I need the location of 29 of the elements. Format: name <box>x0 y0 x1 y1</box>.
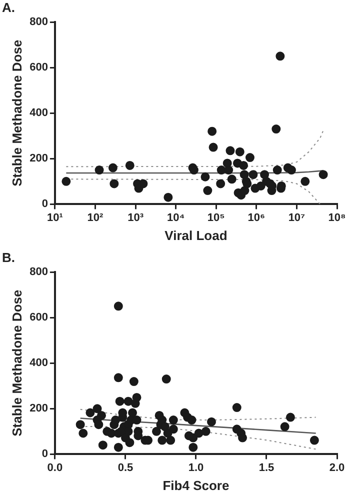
y-axis-title: Stable Methadone Dose <box>9 290 24 436</box>
text: B. <box>2 250 15 265</box>
y-tick-label: 800 <box>30 266 48 278</box>
y-tick-label: 600 <box>30 62 48 74</box>
y-tick-label: 800 <box>30 16 48 28</box>
x-tick-label: 10¹ <box>47 212 64 224</box>
x-tick-label: 1.0 <box>188 462 204 474</box>
y-tick-label: 600 <box>30 312 48 324</box>
x-tick-label: 0.5 <box>118 462 134 474</box>
y-tick-label: 0 <box>42 198 48 210</box>
x-tick-label: 10⁴ <box>166 212 185 224</box>
x-axis-title: Viral Load <box>164 228 228 243</box>
x-tick-label: 10⁵ <box>207 212 225 224</box>
x-axis-title: Fib4 Score <box>162 478 230 493</box>
y-tick-label: 200 <box>30 152 48 165</box>
x-tick-label: 10² <box>87 212 104 224</box>
x-tick-label: 2.0 <box>329 462 345 474</box>
y-tick-label: 400 <box>30 357 48 370</box>
x-tick-label: 10³ <box>128 212 144 224</box>
y-tick-label: 200 <box>30 402 48 415</box>
x-tick-label: 1.5 <box>258 462 274 474</box>
y-axis-title: Stable Methadone Dose <box>9 40 24 186</box>
text: A. <box>2 0 15 15</box>
x-tick-label: 10⁷ <box>288 212 306 224</box>
y-tick-label: 0 <box>42 448 48 460</box>
y-tick-label: 400 <box>30 107 48 120</box>
x-tick-label: 0.0 <box>47 462 63 474</box>
x-tick-label: 10⁸ <box>328 212 346 224</box>
x-tick-label: 10⁶ <box>248 212 266 224</box>
